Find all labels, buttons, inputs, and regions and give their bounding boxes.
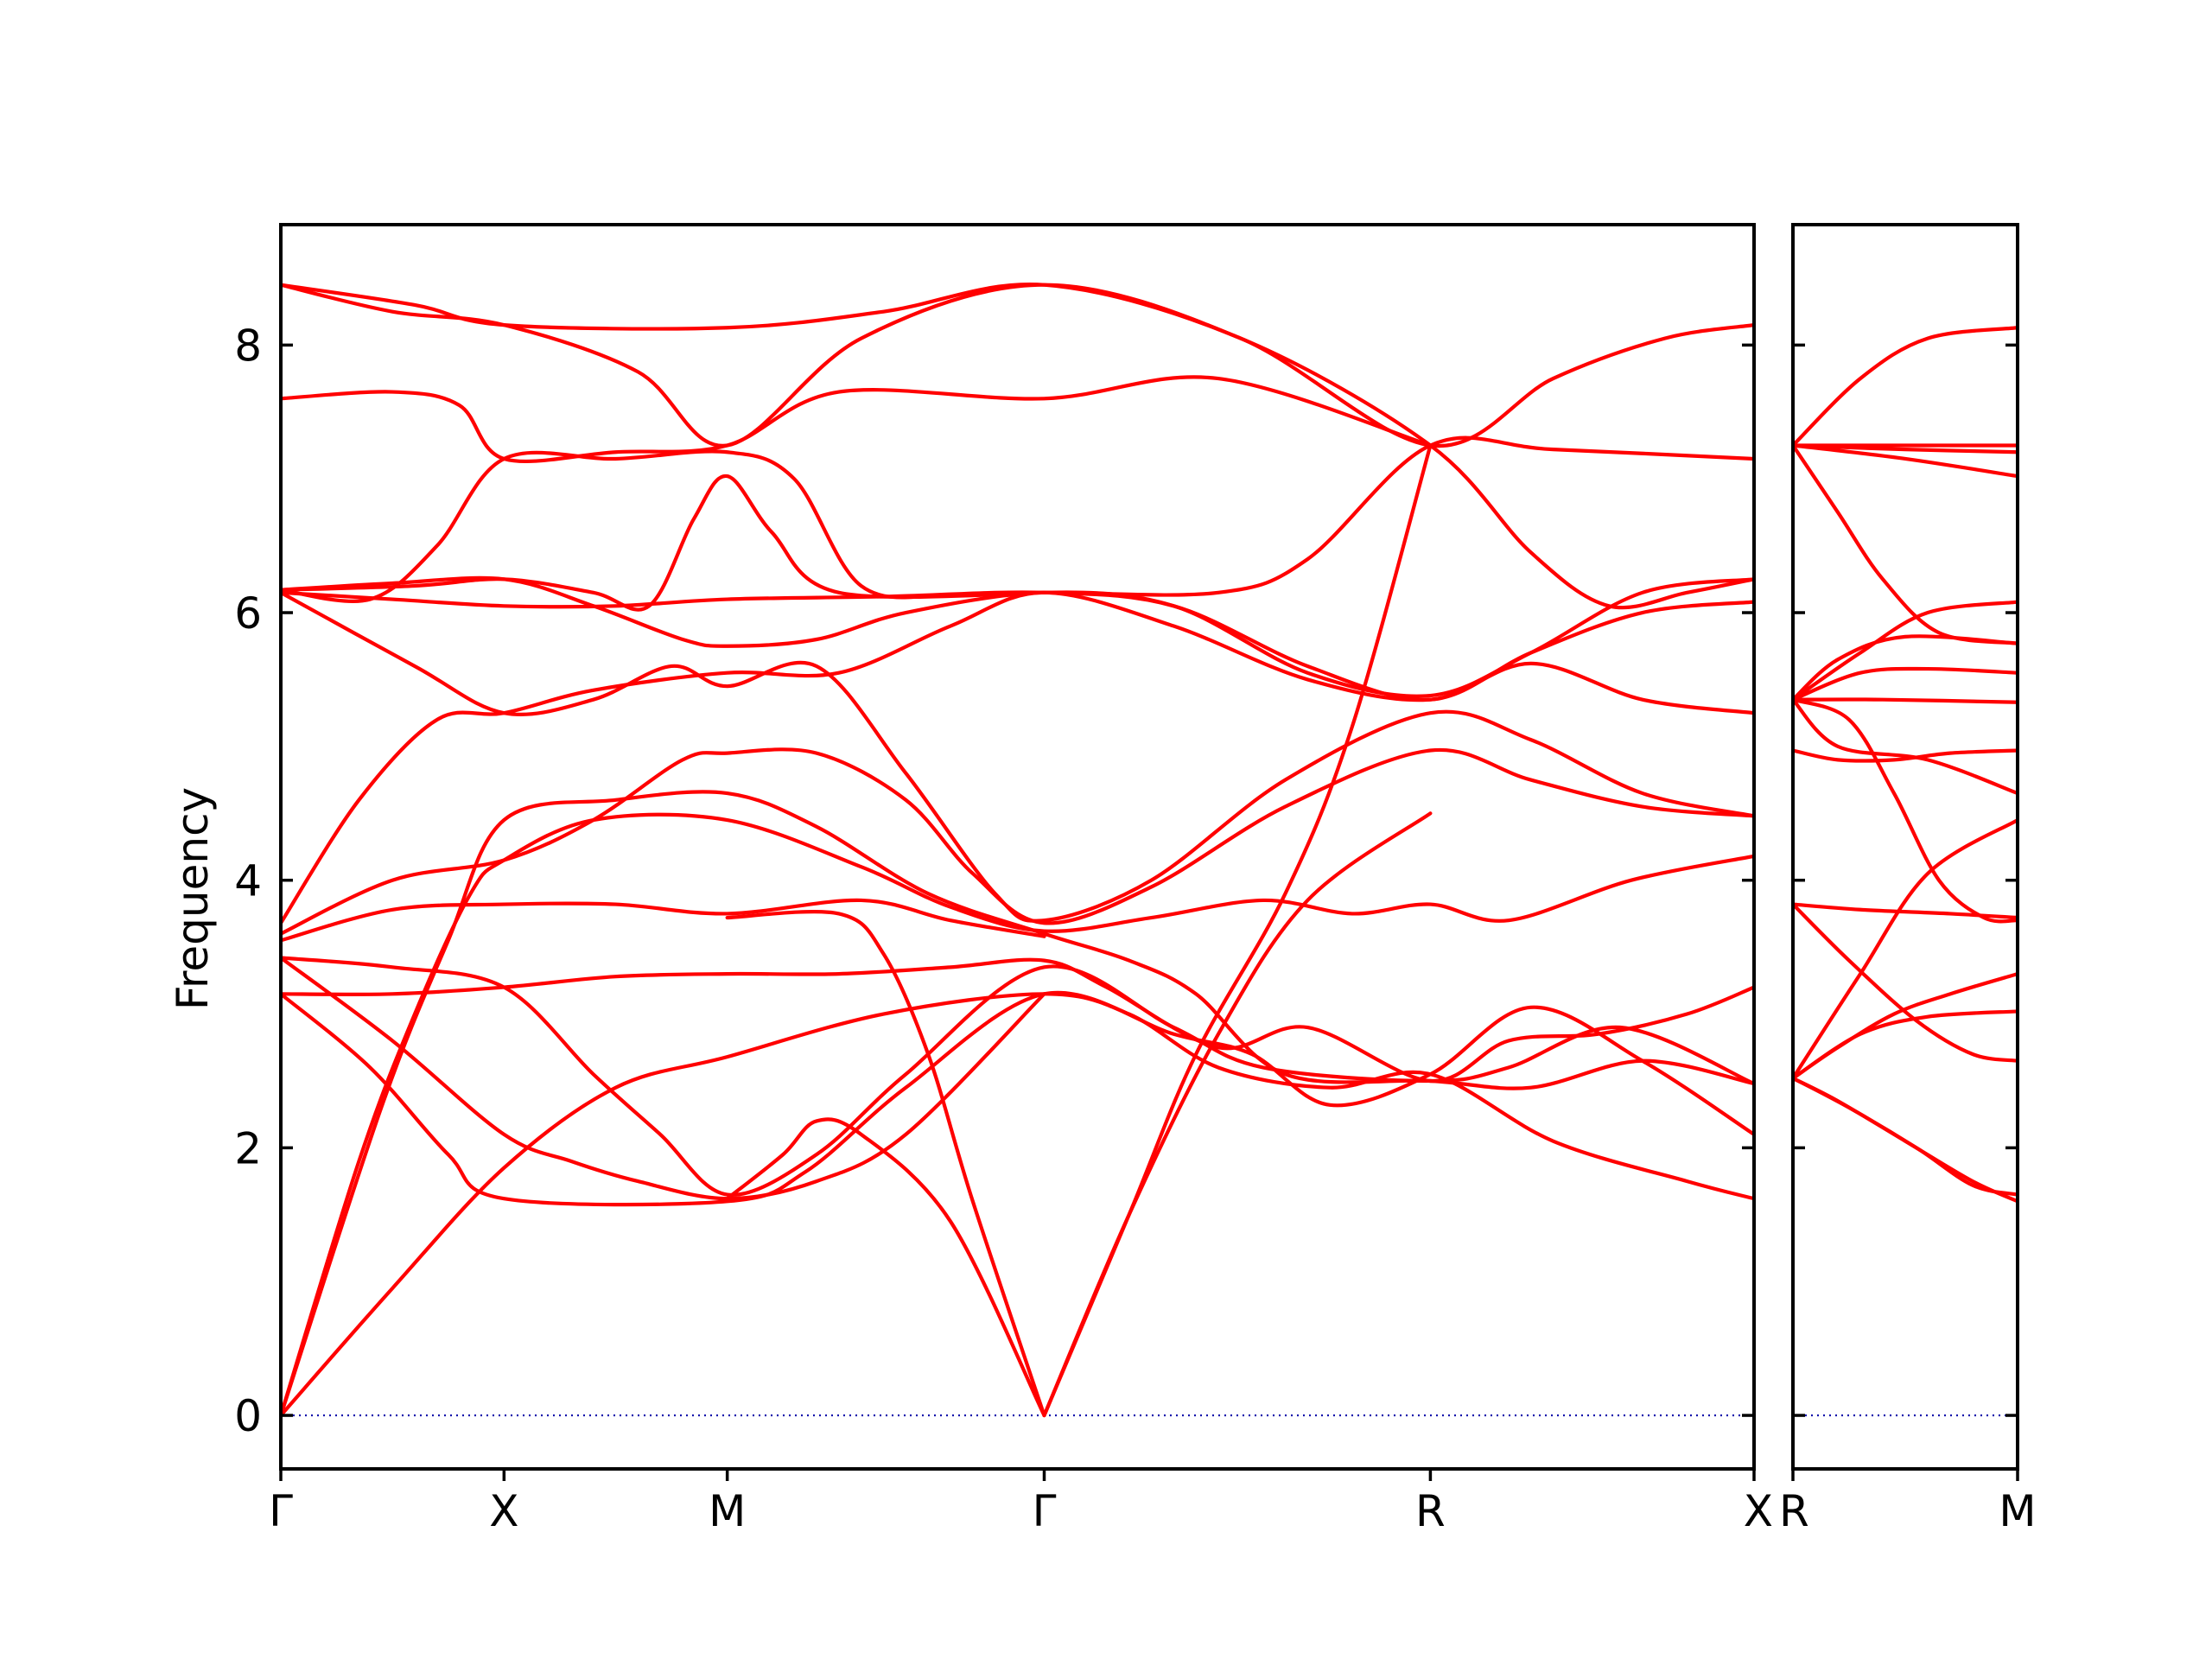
band-right-11 (1793, 697, 2018, 704)
band-left-5 (281, 956, 1754, 1197)
x-tick-label-left-5: R (1415, 1486, 1446, 1536)
band-left-21 (725, 1117, 1046, 1418)
band-right-19 (1793, 443, 2018, 645)
band-right-6 (1793, 902, 2018, 920)
x-tick-label-left-1: Γ (269, 1486, 293, 1536)
band-right-4 (1793, 972, 2018, 1080)
band-left-7 (281, 956, 1046, 1201)
band-right-8 (1793, 748, 2018, 763)
plot-frame-left (279, 223, 1756, 1471)
band-right-5 (1793, 817, 2018, 1080)
band-left-9 (281, 747, 1754, 936)
x-tick-label-left-6: X (1744, 1486, 1773, 1536)
bands-left-panel (281, 282, 1754, 1418)
band-left-20 (1042, 811, 1433, 1418)
band-left-6 (281, 990, 1754, 1207)
x-tick-label-right-1: R (1779, 1486, 1809, 1536)
band-left-8 (281, 898, 1046, 943)
x-tick-label-right-2: M (1999, 1486, 2036, 1536)
x-tick-label-left-2: X (489, 1486, 518, 1536)
y-tick-label-0: 0 (234, 1391, 262, 1441)
y-tick-label-8: 8 (234, 321, 262, 371)
band-left-13 (281, 575, 1754, 698)
band-right-15 (1793, 443, 2018, 479)
band-right-18 (1793, 326, 2018, 448)
y-axis-label: Frequency (168, 787, 218, 1010)
band-left-3 (281, 790, 1754, 1418)
band-right-7 (1793, 902, 2018, 1063)
y-tick-label-6: 6 (234, 588, 262, 639)
y-tick-label-4: 4 (234, 856, 262, 906)
x-tick-label-left-3: M (709, 1486, 746, 1536)
band-right-12 (1793, 666, 2018, 702)
band-left-11 (281, 590, 1754, 923)
band-right-10 (1793, 697, 2018, 796)
band-left-18 (281, 282, 1754, 610)
band-right-9 (1793, 697, 2018, 924)
x-tick-label-left-4: Γ (1033, 1486, 1057, 1536)
bands-right-panel (1793, 326, 2018, 1417)
plot-frame-right (1791, 223, 2019, 1471)
band-left-2 (281, 812, 1754, 1418)
band-left-15 (281, 474, 1046, 612)
y-tick-label-2: 2 (234, 1123, 262, 1173)
bands-layer (281, 282, 2018, 1418)
band-right-13 (1793, 600, 2018, 702)
band-left-22 (725, 909, 1046, 1418)
band-right-2 (1793, 1076, 2018, 1197)
